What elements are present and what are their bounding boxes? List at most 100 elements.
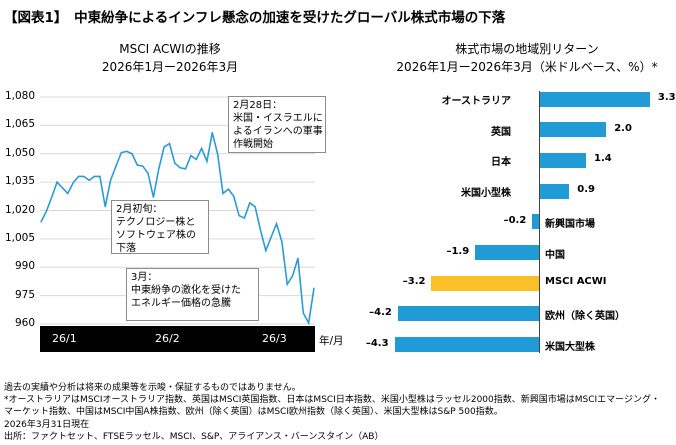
bar-value-label: –3.2 [402,276,426,288]
data-point [206,160,208,162]
bar [431,275,539,291]
figure-title: 【図表1】 中東紛争によるインフレ懸念の加速を受けたグローバル株式市場の下落 [4,10,506,26]
data-point [120,152,122,154]
y-tick-label: 1,035 [4,175,35,188]
data-point [302,312,304,314]
category-label: 米国小型株 [461,188,511,200]
y-tick-label: 1,020 [4,203,35,216]
annotation-feb-early: 2月初旬： テクノロジー株と ソフトウェア株の 下落 [111,200,209,254]
data-point [109,179,112,181]
data-point [67,192,69,195]
data-point [291,275,294,277]
data-point [163,146,165,148]
y-tick-label: 1,080 [4,90,35,102]
zero-axis [539,91,540,353]
category-label: 欧州（除く英国） [545,310,625,322]
bar [539,183,570,199]
category-label: オーストラリア [441,96,512,107]
footnote-date: 2026年3月31日現在 [4,419,90,430]
data-point [184,168,187,170]
y-tick-label: 1,005 [4,231,35,244]
data-point [297,257,299,259]
annotation-line: 3月： [131,272,158,283]
data-point [222,192,224,195]
data-point [190,155,192,157]
bar-value-label: 3.3 [657,92,676,103]
data-point [265,250,267,252]
bar-value-label: –4.2 [369,306,392,318]
x-tick-label: 26/1 [52,332,77,345]
y-tick-label: 975 [14,288,35,301]
data-point [99,175,101,178]
data-point [115,165,117,167]
bar [539,91,650,107]
line-chart-subtitle: 2026年1月ー2026年3月 [101,60,239,74]
data-point [281,241,283,243]
data-point [40,221,42,223]
bar-value-label: 1.4 [594,153,612,165]
y-tick-label: 960 [14,317,35,329]
data-point [104,206,106,208]
data-point [270,236,272,238]
data-point [147,172,149,175]
x-axis-band [40,326,315,352]
category-label: 中国 [545,249,565,261]
data-point [308,322,310,324]
bar-value-label: 0.9 [577,184,595,196]
category-label: MSCI ACWI [545,276,607,288]
category-label: 米国大型株 [545,341,595,353]
data-point [131,153,133,155]
annotation-line: ソフトウェア株の [116,230,196,241]
data-point [174,162,176,164]
bar [394,337,539,353]
data-point [126,150,128,152]
x-axis-label: 年/月 [319,335,344,347]
x-tick-label: 26/2 [155,332,180,345]
annotation-line: 米国・イスラエルに [233,113,323,124]
data-point [56,181,58,183]
line-chart-title: MSCI ACWIの推移 [119,42,221,56]
data-point [233,195,235,197]
bar-value-label: –4.3 [365,337,389,349]
annotation-line: 作戦開始 [233,139,273,150]
data-point [168,142,171,145]
bar-value-label: –0.2 [503,214,527,226]
footnote-source: 出所：ファクトセット、FTSEラッセル、MSCI、S&P、アライアンス・バーンス… [4,431,384,442]
data-point [243,217,246,219]
data-point [88,179,90,181]
bar [539,152,587,168]
footnotes: 過去の実績や分析は将来の成果等を示唆・保証するものではありません。 *オーストラ… [4,382,660,443]
data-point [275,223,278,225]
data-point [249,202,251,204]
annotation-line: 2月初旬： [116,204,163,215]
category-label: 日本 [491,157,511,169]
y-tick-label: 990 [14,260,35,273]
bar [397,306,539,322]
data-point [51,196,53,198]
footnote-disclaimer: 過去の実績や分析は将来の成果等を示唆・保証するものではありません。 [4,383,301,393]
bar [532,214,539,230]
data-point [259,229,262,231]
annotation-line: 2月28日： [233,100,283,111]
data-point [211,131,213,134]
annotation-line: エネルギー価格の急騰 [131,298,231,309]
annotation-feb28: 2月28日： 米国・イスラエルに よるイランへの軍事 作戦開始 [228,96,326,153]
annotation-line: 下落 [116,243,136,254]
bar [539,122,607,138]
data-point [254,206,256,208]
bar-value-label: –1.9 [446,245,470,257]
acwi-line [40,132,315,326]
data-point [238,215,240,217]
y-tick-label: 1,050 [4,146,35,159]
data-point [152,196,155,198]
footnote-indices: *オーストラリアはMSCIオーストラリア指数、英国はMSCI英国指数、日本はMS… [4,395,660,406]
data-point [227,188,229,190]
annotation-line: よるイランへの軍事 [233,126,323,137]
data-point [136,164,138,166]
bar-chart-title: 株式市場の地域別リターン [455,42,599,56]
data-point [195,158,197,161]
data-point [61,187,64,189]
data-point [77,175,80,178]
annotation-line: テクノロジー株と [116,217,196,228]
